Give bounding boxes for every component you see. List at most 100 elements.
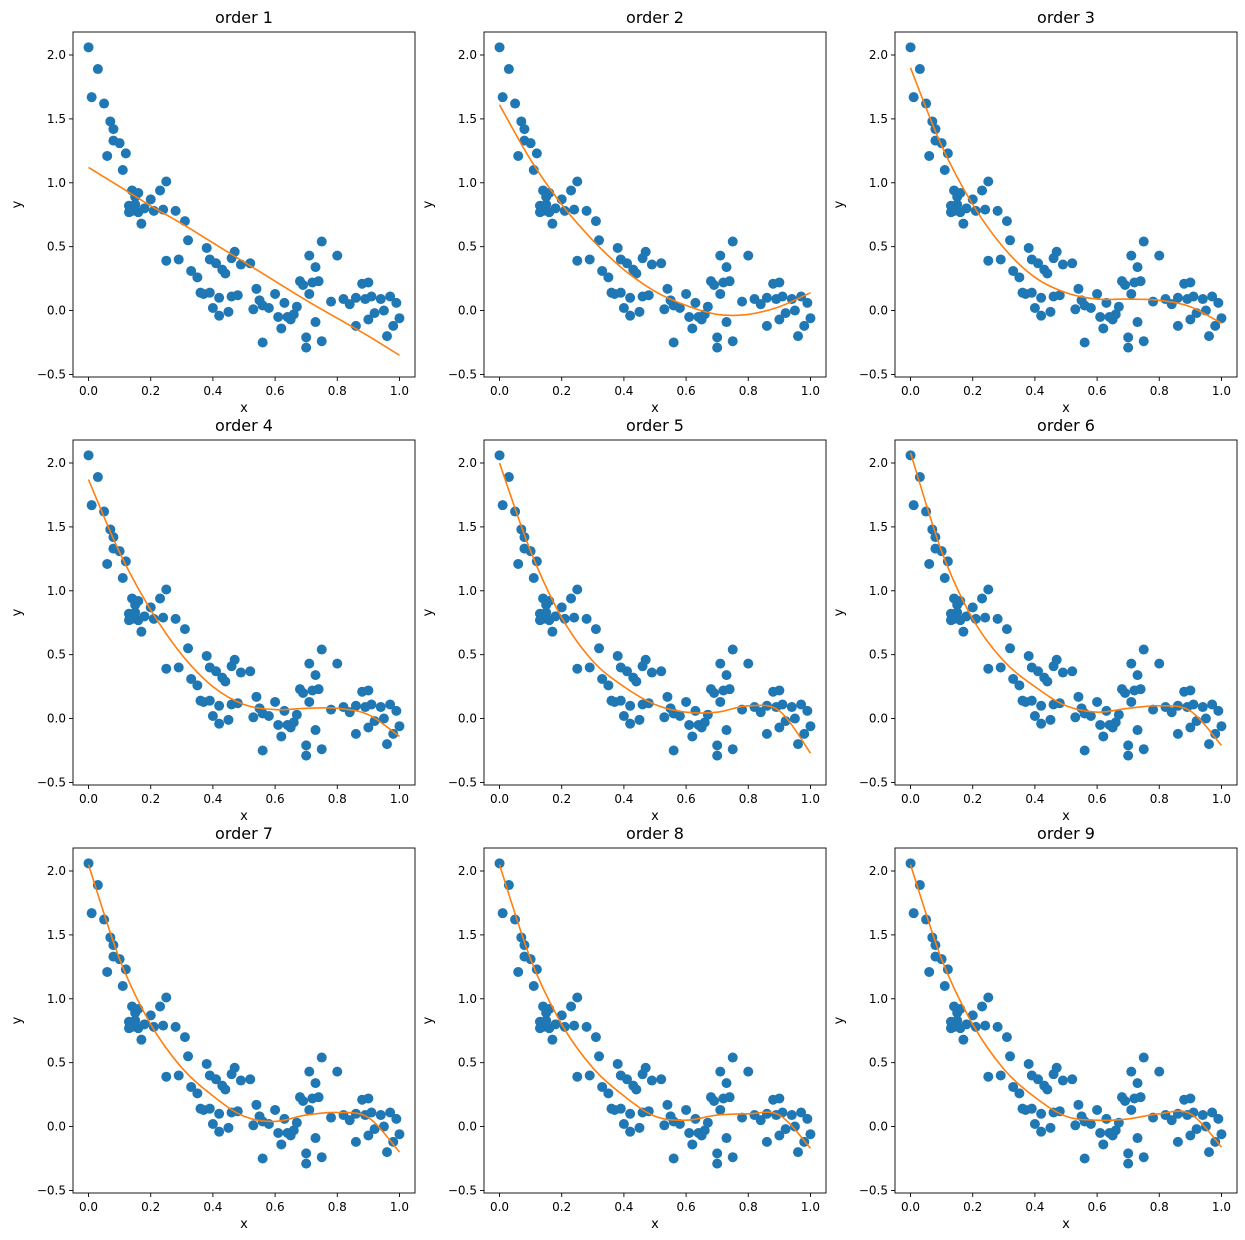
data-point <box>958 1034 969 1045</box>
data-point <box>724 276 735 287</box>
x-tick-label: 1.0 <box>1212 1200 1231 1214</box>
data-point <box>1026 695 1037 706</box>
x-tick-label: 0.2 <box>141 792 160 806</box>
data-point <box>245 258 256 269</box>
data-point <box>977 593 988 604</box>
data-point <box>201 242 212 253</box>
subplot-title: order 2 <box>626 8 684 27</box>
data-point <box>369 1124 380 1135</box>
data-point <box>161 992 172 1003</box>
data-point <box>1172 728 1183 739</box>
x-tick-label: 0.2 <box>552 792 571 806</box>
data-point <box>1110 309 1121 320</box>
x-axis-label: x <box>651 1217 659 1232</box>
data-point <box>288 1125 299 1136</box>
data-point <box>497 92 508 103</box>
data-point <box>1135 684 1146 695</box>
data-point <box>192 272 203 283</box>
data-point <box>793 331 804 342</box>
data-point <box>1095 1127 1106 1138</box>
data-point <box>391 297 402 308</box>
data-point <box>186 673 197 684</box>
data-point <box>755 1115 766 1126</box>
data-point <box>687 731 698 742</box>
fit-curve <box>498 462 812 754</box>
data-point <box>1042 1084 1053 1095</box>
data-point <box>615 695 626 706</box>
data-point <box>229 246 240 257</box>
data-point <box>145 1010 156 1021</box>
data-point <box>646 1075 657 1086</box>
y-tick-label: 1.5 <box>458 928 477 942</box>
data-point <box>1014 680 1025 691</box>
data-point <box>721 725 732 736</box>
data-point <box>245 1074 256 1085</box>
data-point <box>525 138 536 149</box>
data-point <box>659 304 670 315</box>
data-point <box>541 607 552 618</box>
fit-curve <box>498 864 812 1149</box>
data-point <box>799 728 810 739</box>
data-point <box>170 1021 181 1032</box>
data-point <box>712 1158 723 1169</box>
data-point <box>597 265 608 276</box>
data-point <box>497 500 508 511</box>
subplot-title: order 5 <box>626 416 684 435</box>
data-point <box>350 292 361 303</box>
data-point <box>594 235 605 246</box>
data-point <box>1213 297 1224 308</box>
data-point <box>133 596 144 606</box>
data-point <box>793 1147 804 1158</box>
y-tick-label: 0.5 <box>458 240 477 254</box>
subplot-title: order 4 <box>215 416 273 435</box>
data-point <box>1135 276 1146 287</box>
data-point <box>1042 268 1053 279</box>
data-point <box>958 218 969 229</box>
data-point <box>1110 1125 1121 1136</box>
data-point <box>105 116 116 127</box>
subplot-title: order 9 <box>1037 824 1095 843</box>
data-point <box>369 716 380 727</box>
data-point <box>955 188 966 198</box>
subplot-4: order 4 0.0 0.2 0.4 0.6 0.8 1.0 −0.5 0.0 0.5 1.0 1.… <box>10 416 416 824</box>
data-point <box>382 739 393 750</box>
data-point <box>235 259 246 270</box>
data-point <box>1138 1052 1149 1063</box>
data-point <box>952 607 963 618</box>
data-point <box>952 199 963 210</box>
data-point <box>1036 292 1047 303</box>
data-point <box>983 1071 994 1082</box>
data-point <box>211 258 222 269</box>
data-point <box>983 176 994 187</box>
data-point <box>640 246 651 257</box>
data-point <box>251 283 262 294</box>
data-point <box>566 185 577 196</box>
x-tick-label: 0.4 <box>1025 1200 1044 1214</box>
data-point <box>1185 1093 1196 1104</box>
data-point <box>709 1096 720 1106</box>
data-point <box>1126 1066 1137 1077</box>
data-point <box>130 607 141 618</box>
y-tick-label: 1.0 <box>869 992 888 1006</box>
data-point <box>344 1115 355 1126</box>
data-point <box>755 299 766 310</box>
data-point <box>1197 702 1208 713</box>
data-point <box>1051 246 1062 257</box>
data-point <box>257 1153 268 1164</box>
data-point <box>1138 1152 1149 1163</box>
data-point <box>802 705 813 716</box>
data-point <box>83 858 94 869</box>
data-point <box>1200 1121 1211 1132</box>
data-point <box>1036 700 1047 711</box>
data-point <box>556 602 567 613</box>
data-point <box>298 688 309 698</box>
data-point <box>625 1126 636 1137</box>
x-axis-label: x <box>651 809 659 824</box>
data-point <box>702 301 713 312</box>
data-point <box>550 1019 561 1030</box>
data-point <box>1073 691 1084 702</box>
data-point <box>992 613 1003 624</box>
data-point <box>1138 744 1149 755</box>
data-point <box>572 663 583 674</box>
data-point <box>1057 259 1068 270</box>
